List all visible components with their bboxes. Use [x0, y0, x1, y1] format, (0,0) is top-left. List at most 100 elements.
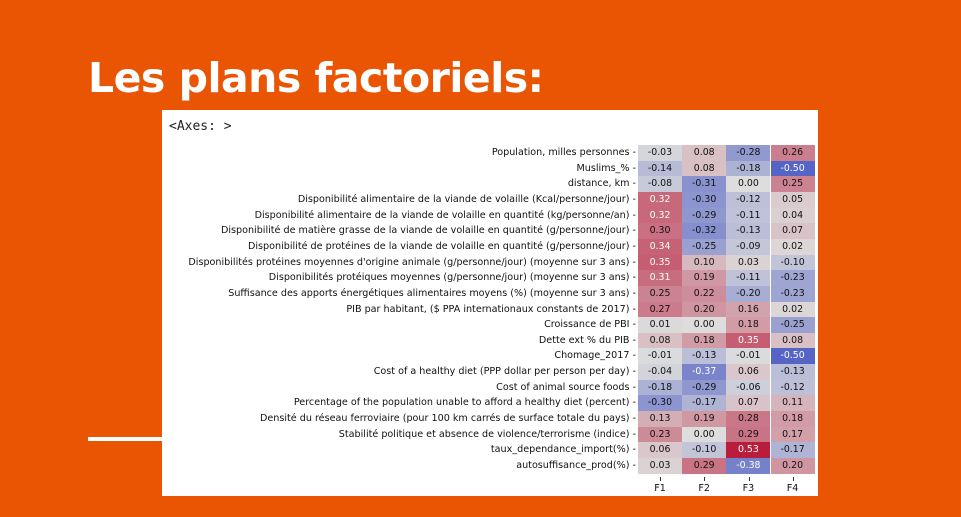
heatmap-cell: 0.19	[682, 270, 727, 286]
heatmap-cell: 0.35	[638, 254, 682, 271]
heatmap-cell: 0.29	[682, 458, 727, 474]
heatmap-cell: 0.13	[638, 411, 682, 427]
heatmap-cell: -0.37	[682, 364, 727, 380]
row-label: Disponibilités protéines moyennes d'orig…	[188, 255, 636, 271]
heatmap-cell: -0.32	[682, 223, 727, 239]
row-label: Chomage_2017	[554, 348, 636, 364]
heatmap-cell: -0.29	[682, 379, 727, 396]
heatmap-cell: -0.12	[726, 191, 771, 208]
row-label: Disponibilité de matière grasse de la vi…	[221, 223, 636, 239]
heatmap-cell: -0.08	[638, 176, 682, 192]
heatmap-cell: -0.12	[770, 379, 815, 396]
heatmap-cell: -0.13	[726, 223, 771, 239]
axes-label: <Axes: >	[169, 119, 232, 134]
heatmap-cell: 0.30	[638, 223, 682, 239]
heatmap-cell: -0.11	[726, 270, 771, 286]
heatmap-cell: -0.28	[726, 145, 771, 161]
heatmap-cell: -0.25	[682, 238, 727, 255]
heatmap-cell: -0.23	[770, 270, 815, 286]
heatmap-cell: 0.32	[638, 207, 682, 224]
heatmap-cell: 0.34	[638, 238, 682, 255]
row-label: Population, milles personnes	[492, 145, 636, 161]
heatmap-cell: 0.25	[638, 285, 682, 302]
heatmap-cell: -0.06	[726, 379, 771, 396]
heatmap-cell: -0.29	[682, 207, 727, 224]
heatmap-cell: -0.17	[682, 395, 727, 412]
heatmap-cell: 0.08	[682, 145, 727, 161]
heatmap-cell: -0.13	[770, 364, 815, 380]
heatmap-cell: 0.04	[770, 207, 815, 224]
heatmap-cell: 0.03	[638, 458, 682, 474]
heatmap-cell: 0.18	[682, 332, 727, 349]
heatmap-cell: -0.04	[638, 364, 682, 380]
heatmap-cell: 0.08	[638, 332, 682, 349]
heatmap-cell: 0.25	[770, 176, 815, 192]
heatmap-cell: -0.13	[682, 348, 727, 365]
heatmap-cell: -0.30	[682, 191, 727, 208]
heatmap-cell: 0.16	[726, 301, 771, 318]
heatmap-cell: 0.02	[770, 301, 815, 318]
heatmap-cell: -0.18	[726, 160, 771, 177]
row-label: Percentage of the population unable to a…	[294, 395, 636, 411]
heatmap-cell: -0.01	[726, 348, 771, 365]
heatmap-cell: -0.10	[682, 442, 727, 459]
heatmap-cell: -0.50	[770, 160, 815, 177]
heatmap-cell: 0.53	[726, 442, 771, 459]
heatmap-cell: 0.20	[770, 458, 815, 474]
heatmap-cell: 0.31	[638, 270, 682, 286]
heatmap-cell: 0.32	[638, 191, 682, 208]
heatmap-cell: -0.17	[770, 442, 815, 459]
row-label: Muslims_%	[577, 161, 636, 177]
x-tick	[792, 477, 794, 481]
row-label: taux_dependance_import(%)	[491, 442, 636, 458]
row-label: autosuffisance_prod(%)	[516, 458, 636, 474]
heatmap-cell: -0.31	[682, 176, 727, 192]
column-label: F3	[742, 483, 755, 494]
row-label: Suffisance des apports énergétiques alim…	[228, 286, 636, 302]
column-label: F2	[698, 483, 710, 494]
heatmap-cell: 0.18	[770, 411, 815, 427]
row-label: Cost of a healthy diet (PPP dollar per p…	[374, 364, 636, 380]
row-label: Dette ext % du PIB	[539, 333, 636, 349]
heatmap-cell: 0.19	[682, 411, 727, 427]
heatmap-cell: 0.26	[770, 145, 815, 161]
column-label: F4	[786, 483, 799, 494]
heatmap-figure: <Axes: > Population, milles personnes-0.…	[162, 110, 818, 496]
heatmap-cell: 0.01	[638, 317, 682, 333]
heatmap-cell: -0.23	[770, 285, 815, 302]
heatmap-cell: -0.11	[726, 207, 771, 224]
x-tick	[660, 477, 662, 481]
heatmap-cell: -0.03	[638, 145, 682, 161]
heatmap-cell: 0.11	[770, 395, 815, 412]
heatmap-cell: 0.22	[682, 285, 727, 302]
heatmap-cell: 0.10	[682, 254, 727, 271]
heatmap-cell: 0.20	[682, 301, 727, 318]
heatmap-cell: 0.00	[682, 317, 727, 333]
heatmap-cell: -0.50	[770, 348, 815, 365]
accent-line	[88, 437, 168, 441]
row-label: Disponibilité alimentaire de la viande d…	[298, 192, 636, 208]
row-label: Disponibilités protéiques moyennes (g/pe…	[269, 270, 636, 286]
heatmap-cell: 0.00	[682, 426, 727, 443]
row-label: Croissance de PBI	[544, 317, 636, 333]
heatmap-cell: 0.07	[770, 223, 815, 239]
heatmap-cell: -0.30	[638, 395, 682, 412]
heatmap-cell: 0.06	[638, 442, 682, 459]
x-tick	[704, 477, 706, 481]
heatmap-cell: -0.20	[726, 285, 771, 302]
row-label: Densité du réseau ferroviaire (pour 100 …	[260, 411, 636, 427]
heatmap-cell: -0.38	[726, 458, 771, 474]
row-label: distance, km	[568, 176, 636, 192]
heatmap-cell: 0.29	[726, 426, 771, 443]
heatmap-cell: -0.18	[638, 379, 682, 396]
slide-title: Les plans factoriels:	[88, 54, 544, 102]
heatmap-cell: 0.27	[638, 301, 682, 318]
heatmap-cell: 0.05	[770, 191, 815, 208]
heatmap-cell: 0.02	[770, 238, 815, 255]
heatmap-cell: 0.28	[726, 411, 771, 427]
heatmap-cell: -0.10	[770, 254, 815, 271]
heatmap-cell: 0.23	[638, 426, 682, 443]
row-label: Cost of animal source foods	[496, 380, 636, 396]
heatmap-cell: 0.06	[726, 364, 771, 380]
heatmap-cell: -0.09	[726, 238, 771, 255]
